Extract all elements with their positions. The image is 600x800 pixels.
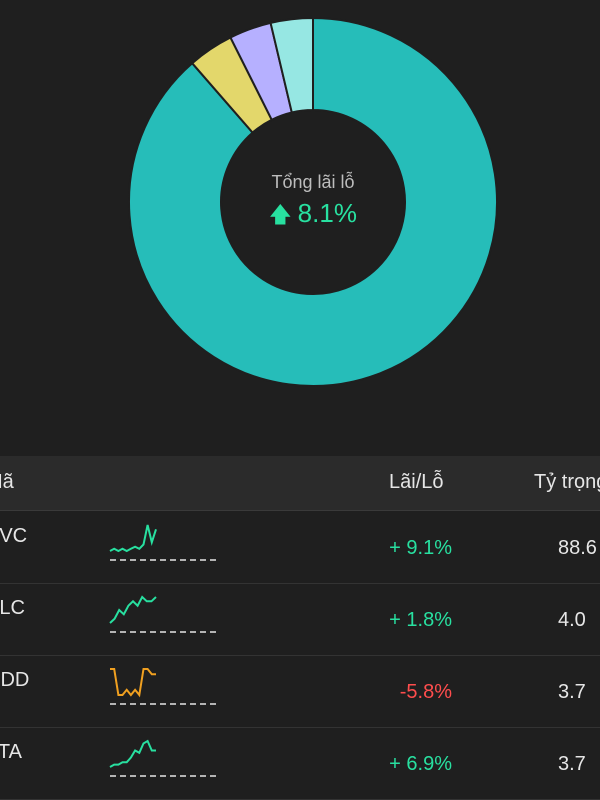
total-pl-value-wrap: 🡅 8.1% <box>213 198 413 236</box>
stock-code: DDD <box>0 669 30 691</box>
weight-value: 4.0 <box>558 609 586 631</box>
pl-value: -5.8% <box>399 681 452 703</box>
weight-value: 3.7 <box>558 753 586 775</box>
pl-value: + 9.1% <box>389 537 452 559</box>
pl-value: + 1.8% <box>389 609 452 631</box>
donut-slice-3[interactable] <box>269 16 314 114</box>
table-row[interactable]: ALC + 1.8% 4.0 <box>0 583 600 656</box>
stock-code: ALC <box>0 597 25 619</box>
sparkline-chart <box>109 595 218 633</box>
weight-value: 88.6 <box>558 537 597 559</box>
sparkline-chart <box>109 739 218 777</box>
table-row[interactable]: DDD -5.8% 3.7 <box>0 655 600 728</box>
weight-value: 3.7 <box>558 681 586 703</box>
column-header-code[interactable]: Mã <box>0 471 14 493</box>
sparkline-series <box>109 595 157 624</box>
column-header-pl[interactable]: Lãi/Lỗ <box>389 471 444 493</box>
total-pl-value: 8.1% <box>297 198 357 228</box>
sparkline-chart <box>109 524 218 561</box>
table-header: Mã Lãi/Lỗ Tỷ trọng <box>0 456 600 511</box>
donut-svg <box>128 16 498 387</box>
sparkline-chart <box>110 668 218 705</box>
allocation-donut-chart: Tổng lãi lỗ 🡅 8.1% <box>128 16 498 387</box>
table-row[interactable]: VVC + 9.1% 88.6 <box>0 511 600 584</box>
table-row[interactable]: ATA + 6.9% 3.7 <box>0 727 600 800</box>
column-header-weight[interactable]: Tỷ trọng <box>534 471 600 493</box>
stock-code: ATA <box>0 741 22 763</box>
sparkline-series <box>109 739 156 768</box>
sparkline-series <box>110 668 156 698</box>
pl-value: + 6.9% <box>389 753 452 775</box>
arrow-up-icon: 🡅 <box>269 202 292 227</box>
total-pl-label: Tổng lãi lỗ <box>271 172 355 192</box>
donut-slice-0[interactable] <box>128 16 498 387</box>
sparkline-series <box>109 524 157 553</box>
stock-code: VVC <box>0 525 28 547</box>
